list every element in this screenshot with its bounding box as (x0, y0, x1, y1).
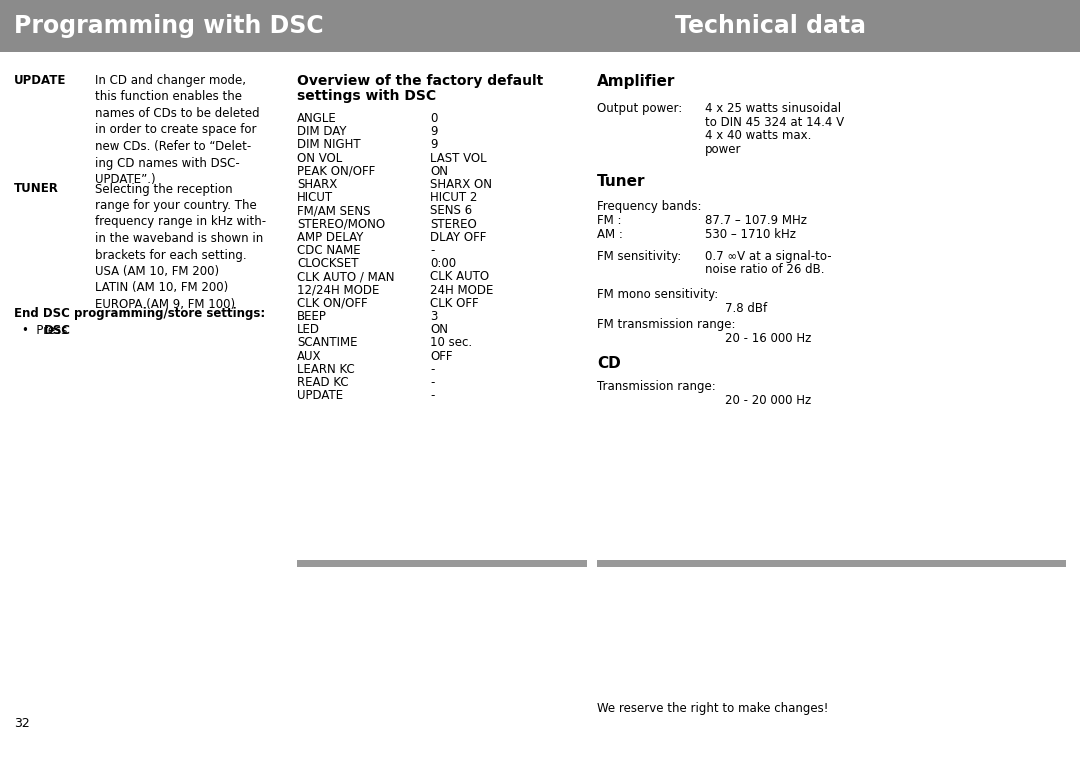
Text: OFF: OFF (430, 350, 453, 363)
Text: Overview of the factory default: Overview of the factory default (297, 74, 543, 88)
Text: 32: 32 (14, 717, 30, 730)
Text: UPDATE: UPDATE (14, 74, 66, 87)
Text: SHARX: SHARX (297, 178, 337, 191)
Text: FM transmission range:: FM transmission range: (597, 318, 735, 331)
Text: Amplifier: Amplifier (597, 74, 675, 89)
Text: to DIN 45 324 at 14.4 V: to DIN 45 324 at 14.4 V (705, 116, 845, 129)
Text: settings with DSC: settings with DSC (297, 89, 436, 103)
Text: power: power (705, 142, 742, 155)
Text: LAST VOL: LAST VOL (430, 152, 487, 165)
Text: FM :: FM : (597, 214, 621, 227)
Text: DSC: DSC (44, 324, 71, 337)
Text: 9: 9 (430, 125, 437, 138)
Text: STEREO: STEREO (430, 218, 476, 231)
Text: 87.7 – 107.9 MHz: 87.7 – 107.9 MHz (705, 214, 807, 227)
Text: LED: LED (297, 323, 320, 336)
Text: UPDATE: UPDATE (297, 389, 343, 402)
Text: Output power:: Output power: (597, 102, 683, 115)
Text: CLK OFF: CLK OFF (430, 297, 478, 310)
Text: PEAK ON/OFF: PEAK ON/OFF (297, 165, 375, 178)
Text: End DSC programming/store settings:: End DSC programming/store settings: (14, 306, 266, 319)
Text: READ KC: READ KC (297, 376, 349, 389)
Text: -: - (430, 244, 434, 257)
Text: ANGLE: ANGLE (297, 112, 337, 125)
Text: •  Press: • Press (22, 324, 71, 337)
Text: ON: ON (430, 165, 448, 178)
Text: CLOCKSET: CLOCKSET (297, 258, 359, 271)
Text: FM sensitivity:: FM sensitivity: (597, 250, 681, 263)
Bar (297, 560, 588, 567)
Text: 10 sec.: 10 sec. (430, 336, 472, 350)
Text: 24H MODE: 24H MODE (430, 283, 494, 296)
Text: AUX: AUX (297, 350, 322, 363)
Text: 3: 3 (430, 310, 437, 323)
Text: -: - (430, 389, 434, 402)
Text: 4 x 25 watts sinusoidal: 4 x 25 watts sinusoidal (705, 102, 841, 115)
Text: FM/AM SENS: FM/AM SENS (297, 204, 370, 217)
Text: CDC NAME: CDC NAME (297, 244, 361, 257)
Text: Transmission range:: Transmission range: (597, 380, 716, 393)
Text: 7.8 dBf: 7.8 dBf (725, 302, 767, 315)
Text: 0: 0 (430, 112, 437, 125)
Text: LEARN KC: LEARN KC (297, 363, 354, 376)
Text: CD: CD (597, 356, 621, 371)
Text: -: - (430, 376, 434, 389)
Text: Selecting the reception
range for your country. The
frequency range in kHz with-: Selecting the reception range for your c… (95, 183, 266, 311)
Text: We reserve the right to make changes!: We reserve the right to make changes! (597, 702, 828, 715)
Text: SHARX ON: SHARX ON (430, 178, 492, 191)
Text: SCANTIME: SCANTIME (297, 336, 357, 350)
Text: STEREO/MONO: STEREO/MONO (297, 218, 386, 231)
Text: BEEP: BEEP (297, 310, 327, 323)
Text: 12/24H MODE: 12/24H MODE (297, 283, 379, 296)
Text: Tuner: Tuner (597, 174, 646, 189)
Text: SENS 6: SENS 6 (430, 204, 472, 217)
Text: DIM DAY: DIM DAY (297, 125, 347, 138)
Text: 4 x 40 watts max.: 4 x 40 watts max. (705, 129, 811, 142)
Text: -: - (430, 363, 434, 376)
Text: In CD and changer mode,
this function enables the
names of CDs to be deleted
in : In CD and changer mode, this function en… (95, 74, 259, 186)
Text: CLK ON/OFF: CLK ON/OFF (297, 297, 367, 310)
Text: Programming with DSC: Programming with DSC (14, 14, 324, 38)
Text: 9: 9 (430, 139, 437, 152)
Text: AMP DELAY: AMP DELAY (297, 231, 363, 244)
Text: 530 – 1710 kHz: 530 – 1710 kHz (705, 228, 796, 241)
Text: CLK AUTO / MAN: CLK AUTO / MAN (297, 271, 394, 283)
Bar (0, 0, 1080, 52)
Text: 20 - 16 000 Hz: 20 - 16 000 Hz (725, 332, 811, 345)
Text: Frequency bands:: Frequency bands: (597, 200, 702, 213)
Text: CLK AUTO: CLK AUTO (430, 271, 489, 283)
Text: .: . (64, 324, 68, 337)
Text: DIM NIGHT: DIM NIGHT (297, 139, 361, 152)
Text: ON: ON (430, 323, 448, 336)
Bar (597, 560, 1066, 567)
Text: TUNER: TUNER (14, 183, 59, 196)
Text: HICUT: HICUT (297, 191, 333, 204)
Text: ON VOL: ON VOL (297, 152, 342, 165)
Text: 0:00: 0:00 (430, 258, 456, 271)
Text: Technical data: Technical data (675, 14, 866, 38)
Text: FM mono sensitivity:: FM mono sensitivity: (597, 288, 718, 301)
Text: 20 - 20 000 Hz: 20 - 20 000 Hz (725, 394, 811, 407)
Text: HICUT 2: HICUT 2 (430, 191, 477, 204)
Text: noise ratio of 26 dB.: noise ratio of 26 dB. (705, 263, 824, 276)
Text: 0.7 ∞V at a signal-to-: 0.7 ∞V at a signal-to- (705, 250, 832, 263)
Text: AM :: AM : (597, 228, 623, 241)
Text: DLAY OFF: DLAY OFF (430, 231, 486, 244)
